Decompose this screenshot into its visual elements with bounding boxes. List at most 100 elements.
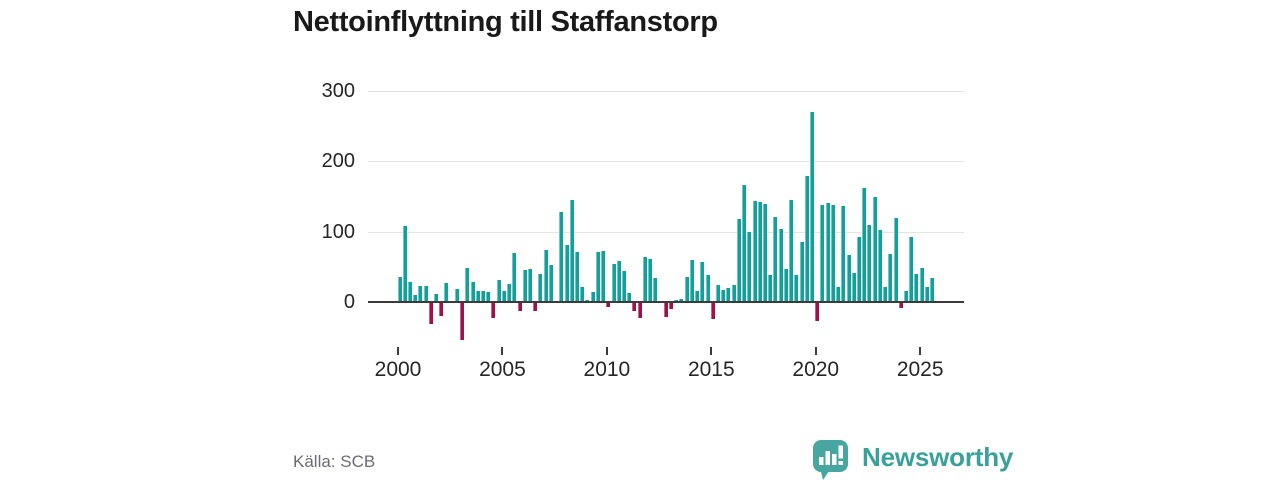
bar	[580, 287, 585, 302]
bar	[428, 303, 433, 325]
bar	[439, 303, 444, 316]
bar	[418, 285, 423, 302]
bar	[637, 303, 642, 318]
x-tick-label-2005: 2005	[479, 358, 526, 381]
bar	[689, 259, 694, 302]
bar	[820, 204, 825, 302]
bar	[491, 303, 496, 319]
bar	[501, 291, 506, 302]
source-note: Källa: SCB	[293, 452, 376, 471]
x-tick-2025	[919, 347, 922, 355]
y-tick-label-100: 100	[321, 220, 355, 243]
bar	[930, 278, 935, 302]
bar	[407, 281, 412, 302]
bar	[716, 285, 721, 302]
bar	[721, 290, 726, 302]
bar	[914, 273, 919, 302]
bar	[669, 303, 674, 309]
bar	[799, 242, 804, 302]
bar	[413, 294, 418, 302]
bar	[778, 228, 783, 302]
bar	[606, 303, 611, 307]
bar	[752, 201, 757, 302]
bar	[559, 212, 564, 302]
bar	[898, 303, 903, 308]
bar	[590, 292, 595, 302]
bar	[684, 277, 689, 302]
bar	[763, 204, 768, 302]
bar	[533, 303, 538, 312]
bar	[507, 284, 512, 302]
bar	[663, 303, 668, 318]
x-tick-label-2020: 2020	[792, 358, 840, 381]
bar	[742, 184, 747, 302]
bar	[888, 254, 893, 302]
bar	[674, 299, 679, 302]
bar	[601, 250, 606, 302]
bar	[919, 268, 924, 302]
bar	[830, 204, 835, 302]
bar	[893, 218, 898, 302]
bar	[434, 294, 439, 302]
bar	[538, 273, 543, 302]
bar	[616, 261, 621, 302]
y-tick-label-0: 0	[343, 291, 355, 313]
bar	[496, 279, 501, 302]
newsworthy-logo[interactable]: Newsworthy	[810, 438, 1013, 480]
bar	[627, 292, 632, 302]
bar	[846, 254, 851, 302]
bar	[522, 270, 527, 302]
bar	[810, 112, 815, 302]
y-tick-label-200: 200	[321, 150, 355, 173]
bar	[836, 287, 841, 302]
bar	[726, 287, 731, 302]
bar	[747, 231, 752, 302]
bar	[710, 303, 715, 320]
bar	[481, 290, 486, 302]
bar	[642, 257, 647, 302]
x-tick-label-2010: 2010	[583, 358, 631, 381]
bar	[454, 288, 459, 302]
bar	[773, 216, 778, 302]
bar	[695, 290, 700, 302]
bar	[470, 281, 475, 302]
bar	[569, 200, 574, 302]
bar	[783, 268, 788, 302]
x-tick-2005	[501, 347, 504, 355]
bar	[564, 245, 569, 302]
bar	[909, 237, 914, 302]
bar	[444, 283, 449, 302]
bar	[595, 252, 600, 302]
bar	[548, 265, 553, 302]
gridline-300	[368, 91, 964, 93]
bar	[904, 290, 909, 302]
bar	[585, 299, 590, 302]
gridline-100	[368, 231, 964, 233]
x-tick-label-2000: 2000	[374, 358, 422, 381]
x-tick-2000	[397, 347, 399, 355]
bar	[841, 206, 846, 302]
bar	[460, 303, 465, 340]
bar	[397, 276, 402, 302]
plot-area: 0 100 200 300 2000 2005 2010 2015 2020 2025	[322, 80, 964, 385]
bar	[794, 275, 799, 302]
zero-axis-line	[368, 301, 964, 303]
bar	[804, 176, 809, 302]
newsworthy-bubble-chart-icon	[810, 438, 852, 480]
bar	[622, 271, 627, 302]
bar	[653, 278, 658, 302]
y-tick-label-300: 300	[321, 80, 355, 103]
bar	[475, 291, 480, 302]
bar	[862, 188, 867, 302]
bar	[517, 303, 522, 312]
bar	[528, 268, 533, 302]
bar	[736, 219, 741, 302]
bar	[679, 299, 684, 302]
bar	[632, 303, 637, 312]
bar	[857, 237, 862, 302]
bar	[867, 224, 872, 302]
bar	[825, 202, 830, 302]
x-tick-2015	[710, 347, 713, 355]
bar	[705, 275, 710, 302]
